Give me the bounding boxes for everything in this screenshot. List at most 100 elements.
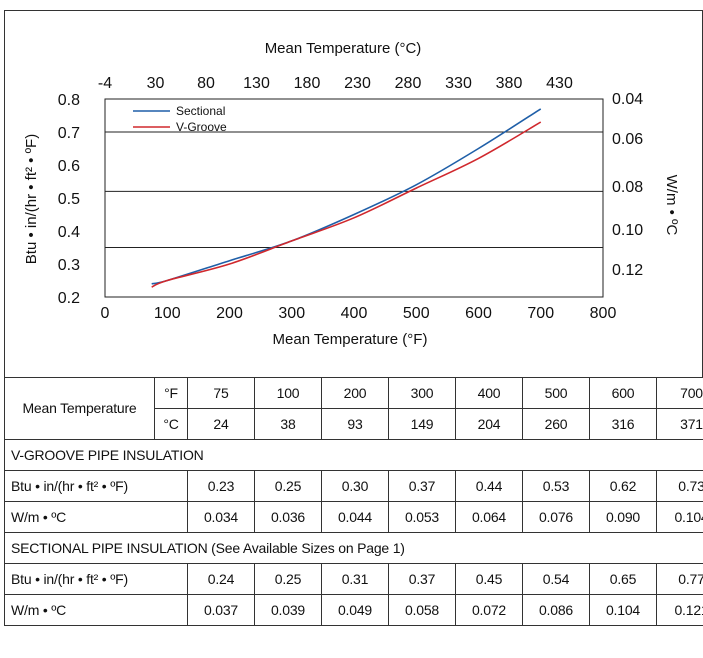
value-cell: 0.54: [522, 563, 590, 595]
value-cell: 0.45: [455, 563, 523, 595]
bottom-axis-title: Mean Temperature (°F): [273, 331, 428, 348]
value-cell: 0.62: [589, 470, 657, 502]
left-tick-label: 0.7: [58, 125, 80, 142]
row-label: Btu • in/(hr • ft² • ºF): [4, 470, 188, 502]
top-tick-label: 30: [147, 75, 165, 92]
value-cell: 0.73: [656, 470, 703, 502]
temp-f-cell: 100: [254, 377, 322, 409]
value-cell: 0.053: [388, 501, 456, 533]
value-cell: 0.039: [254, 594, 322, 626]
value-cell: 0.034: [187, 501, 255, 533]
value-cell: 0.086: [522, 594, 590, 626]
temp-c-cell: 204: [455, 408, 523, 440]
value-cell: 0.25: [254, 563, 322, 595]
right-tick-label: 0.10: [612, 222, 643, 239]
top-axis-title: Mean Temperature (°C): [265, 40, 422, 57]
bottom-tick-label: 800: [590, 305, 617, 322]
table-row: W/m • ºC 0.034 0.036 0.044 0.053 0.064 0.076 0.…: [4, 501, 703, 533]
section-row: V-GROOVE PIPE INSULATION: [4, 439, 703, 471]
temp-c-cell: 260: [522, 408, 590, 440]
celsius-unit: °C: [154, 408, 188, 440]
top-tick-label: 130: [243, 75, 270, 92]
temp-f-cell: 75: [187, 377, 255, 409]
temp-f-cell: 500: [522, 377, 590, 409]
table-header-row: Mean Temperature °F 75 100 200 300 400 500 600 70…: [4, 377, 703, 440]
value-cell: 0.072: [455, 594, 523, 626]
temp-c-cell: 38: [254, 408, 322, 440]
series-line-sectional: [151, 108, 542, 285]
value-cell: 0.076: [522, 501, 590, 533]
value-cell: 0.044: [321, 501, 389, 533]
left-tick-label: 0.6: [58, 158, 80, 175]
value-cell: 0.036: [254, 501, 322, 533]
temp-c-cell: 371: [656, 408, 703, 440]
value-cell: 0.37: [388, 563, 456, 595]
top-tick-label: 280: [395, 75, 422, 92]
section-row: SECTIONAL PIPE INSULATION (See Available…: [4, 532, 703, 564]
value-cell: 0.44: [455, 470, 523, 502]
table-row: Btu • in/(hr • ft² • ºF) 0.24 0.25 0.31 0.37…: [4, 563, 703, 595]
top-tick-label: 230: [344, 75, 371, 92]
bottom-tick-label: 0: [101, 305, 110, 322]
left-tick-label: 0.5: [58, 191, 80, 208]
temp-c-cell: 24: [187, 408, 255, 440]
value-cell: 0.37: [388, 470, 456, 502]
temp-c-cell: 149: [388, 408, 456, 440]
top-tick-label: 180: [294, 75, 321, 92]
temp-f-cell: 300: [388, 377, 456, 409]
value-cell: 0.121: [656, 594, 703, 626]
value-cell: 0.064: [455, 501, 523, 533]
value-cell: 0.104: [656, 501, 703, 533]
mean-temperature-header: Mean Temperature: [4, 377, 155, 440]
value-cell: 0.090: [589, 501, 657, 533]
row-label: W/m • ºC: [4, 594, 188, 626]
bottom-tick-label: 100: [154, 305, 181, 322]
bottom-tick-label: 600: [465, 305, 492, 322]
bottom-tick-label: 700: [527, 305, 554, 322]
temp-f-cell: 700: [656, 377, 703, 409]
temp-f-cell: 200: [321, 377, 389, 409]
value-cell: 0.31: [321, 563, 389, 595]
legend-label: V-Groove: [176, 120, 227, 134]
conductivity-table: Mean Temperature °F 75 100 200 300 400 500 600 70…: [4, 377, 703, 626]
top-tick-label: 80: [197, 75, 215, 92]
series-line-v-groove: [151, 121, 542, 288]
row-label: W/m • ºC: [4, 501, 188, 533]
bottom-tick-label: 200: [216, 305, 243, 322]
value-cell: 0.049: [321, 594, 389, 626]
plot-area: [104, 98, 604, 298]
value-cell: 0.53: [522, 470, 590, 502]
value-cell: 0.24: [187, 563, 255, 595]
value-cell: 0.058: [388, 594, 456, 626]
left-tick-label: 0.8: [58, 92, 80, 109]
value-cell: 0.23: [187, 470, 255, 502]
section-title: SECTIONAL PIPE INSULATION (See Available…: [4, 532, 703, 564]
value-cell: 0.30: [321, 470, 389, 502]
temp-f-cell: 600: [589, 377, 657, 409]
right-axis-title: W/m • ºC: [663, 175, 680, 236]
temp-c-cell: 93: [321, 408, 389, 440]
right-tick-label: 0.06: [612, 131, 643, 148]
value-cell: 0.104: [589, 594, 657, 626]
top-tick-label: 380: [496, 75, 523, 92]
value-cell: 0.65: [589, 563, 657, 595]
right-tick-label: 0.12: [612, 262, 643, 279]
left-tick-label: 0.2: [58, 290, 80, 307]
fahrenheit-unit: °F: [154, 377, 188, 409]
table-row: Btu • in/(hr • ft² • ºF) 0.23 0.25 0.30 0.37…: [4, 470, 703, 502]
row-label: Btu • in/(hr • ft² • ºF): [4, 563, 188, 595]
table-row: W/m • ºC 0.037 0.039 0.049 0.058 0.072 0.086 0.…: [4, 594, 703, 626]
temp-f-cell: 400: [455, 377, 523, 409]
temp-c-cell: 316: [589, 408, 657, 440]
left-tick-label: 0.3: [58, 257, 80, 274]
value-cell: 0.037: [187, 594, 255, 626]
right-tick-label: 0.08: [612, 179, 643, 196]
table-header-row: °C 24 38 93 149 204 260 316 371: [5, 408, 703, 440]
top-tick-label: 430: [546, 75, 573, 92]
top-tick-label: -4: [98, 75, 112, 92]
chart-panel: Mean Temperature (°C) -4 30 80 130 180 230 280 3…: [4, 10, 703, 378]
left-axis-title: Btu • in/(hr • ft² • ºF): [23, 134, 40, 264]
top-tick-label: 330: [445, 75, 472, 92]
value-cell: 0.77: [656, 563, 703, 595]
